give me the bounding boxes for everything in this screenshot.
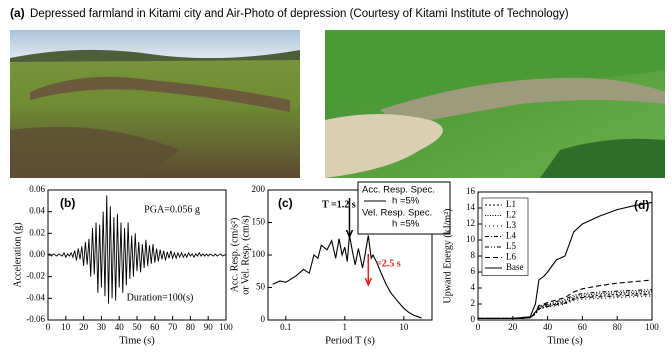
x-tick-label: 80 <box>613 322 623 332</box>
x-tick-label: 1 <box>343 322 348 332</box>
x-tick-label: 90 <box>204 322 214 332</box>
figure-title: Depressed farmland in Kitami city and Ai… <box>30 8 569 20</box>
x-tick-label: 60 <box>578 322 588 332</box>
x-tick-label: 80 <box>186 322 196 332</box>
x-tick-label: 10 <box>61 322 71 332</box>
y-tick-label: 6 <box>471 266 476 276</box>
x-axis-label: Time (s) <box>547 335 583 346</box>
legend-label: h =5% <box>392 219 420 230</box>
annotation: =2.5 s <box>376 258 401 269</box>
y-tick-label: 0.00 <box>29 249 45 259</box>
y-axis-label: or Vel. Resp. (cm/s) <box>240 215 251 295</box>
series-line <box>478 289 653 319</box>
legend-label: h =5% <box>392 196 420 207</box>
series-line <box>478 293 653 319</box>
legend-label: L3 <box>506 220 516 230</box>
legend-label: L5 <box>506 241 516 251</box>
annotation: PGA=0.056 g <box>144 204 200 215</box>
y-tick-label: 200 <box>252 184 266 194</box>
y-tick-label: 0.06 <box>29 184 45 194</box>
x-axis-label: Period T (s) <box>325 335 375 346</box>
y-tick-label: -0.04 <box>26 292 45 302</box>
x-tick-label: 0 <box>46 322 51 332</box>
y-axis-label: Acceleration (g) <box>12 222 23 287</box>
annotation: T =1.2 s <box>322 199 356 210</box>
y-tick-label: 8 <box>471 250 476 260</box>
y-tick-label: 12 <box>466 218 475 228</box>
y-tick-label: 0 <box>471 314 476 324</box>
y-tick-label: -0.02 <box>26 271 45 281</box>
x-tick-label: 10 <box>399 322 409 332</box>
arrow <box>364 254 372 287</box>
y-tick-label: 10 <box>466 234 476 244</box>
y-tick-label: 50 <box>256 282 266 292</box>
panel-label: (b) <box>60 196 75 210</box>
ground-photo <box>10 30 300 178</box>
x-tick-label: 0.1 <box>280 322 291 332</box>
x-tick-label: 30 <box>97 322 107 332</box>
y-tick-label: 0.02 <box>29 227 45 237</box>
air-photo <box>325 30 665 178</box>
y-tick-label: 100 <box>252 249 266 259</box>
x-axis-label: Time (s) <box>119 335 155 346</box>
series-line <box>478 201 653 319</box>
y-axis-label: Upward Energy (kJ/m²) <box>442 208 453 303</box>
legend-label: L1 <box>506 199 516 209</box>
legend-label: L4 <box>506 231 516 241</box>
x-tick-label: 60 <box>150 322 160 332</box>
x-tick-label: 100 <box>219 322 233 332</box>
legend-box <box>357 181 451 235</box>
series-line <box>478 292 653 319</box>
x-tick-label: 40 <box>115 322 125 332</box>
panel-label: (a) <box>10 6 25 20</box>
legend-title: Vel. Resp. Spec. <box>362 208 432 219</box>
y-tick-label: 2 <box>471 298 476 308</box>
y-tick-label: 0.04 <box>29 206 45 216</box>
annotation: Duration=100(s) <box>127 292 194 303</box>
series-line <box>272 235 422 319</box>
y-tick-label: -0.06 <box>26 314 45 324</box>
x-tick-label: 40 <box>543 322 553 332</box>
legend-title: Acc. Resp. Spec. <box>362 185 435 196</box>
y-tick-label: 0 <box>261 314 266 324</box>
x-tick-label: 20 <box>79 322 89 332</box>
panel-label: (d) <box>634 198 649 212</box>
y-tick-label: 150 <box>252 217 266 227</box>
arrow <box>345 198 354 239</box>
y-tick-label: 4 <box>471 282 476 292</box>
legend-box <box>481 197 529 276</box>
x-tick-label: 100 <box>645 322 659 332</box>
y-axis-label: Acc. Resp. (cm/s²) <box>229 218 240 293</box>
x-tick-label: 50 <box>133 322 143 332</box>
series-line <box>47 195 226 304</box>
panel-label: (c) <box>278 196 293 210</box>
y-tick-label: 14 <box>466 202 476 212</box>
x-tick-label: 0 <box>476 322 481 332</box>
x-tick-label: 70 <box>168 322 178 332</box>
legend-label: L2 <box>506 210 516 220</box>
y-tick-label: 16 <box>466 186 476 196</box>
legend-label: L6 <box>506 252 516 262</box>
legend-label: Base <box>506 262 524 272</box>
x-tick-label: 20 <box>508 322 518 332</box>
